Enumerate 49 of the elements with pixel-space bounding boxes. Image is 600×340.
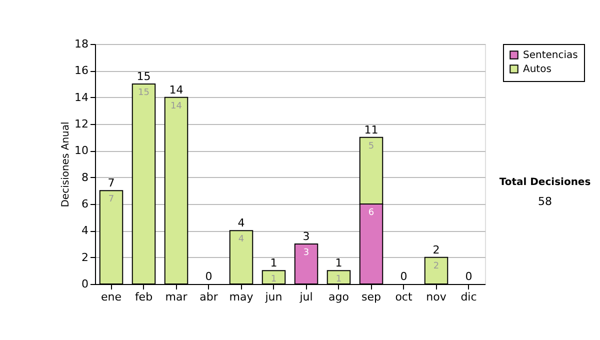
data-label: 4 xyxy=(238,234,244,245)
y-tick-label: 12 xyxy=(74,118,88,130)
total-label: 15 xyxy=(136,70,151,83)
y-tick-label: 2 xyxy=(82,250,88,264)
text: 58 xyxy=(538,195,552,208)
y-tick-label: 14 xyxy=(74,90,88,104)
x-tick-label: nov xyxy=(426,290,447,304)
x-tick-label: dic xyxy=(460,290,477,304)
data-label: 2 xyxy=(433,261,440,272)
text: Total Decisiones xyxy=(499,177,591,188)
data-label: 3 xyxy=(303,248,310,258)
total-label: 1 xyxy=(270,256,278,270)
total-label: 0 xyxy=(205,270,212,283)
x-tick-label: jul xyxy=(298,290,313,304)
x-tick-label: jun xyxy=(264,290,282,304)
legend-label: Sentencias xyxy=(523,50,578,61)
total-label: 0 xyxy=(465,270,472,283)
y-tick-label: 0 xyxy=(82,278,88,290)
x-tick-label: ago xyxy=(328,290,350,304)
data-label: 6 xyxy=(368,208,374,218)
data-label: 15 xyxy=(138,88,150,98)
total-label: 0 xyxy=(400,270,408,283)
data-label: 14 xyxy=(170,101,182,112)
x-tick-label: feb xyxy=(134,290,153,304)
y-axis-title: Decisiones Anual xyxy=(60,122,72,208)
x-tick-label: may xyxy=(229,290,254,304)
legend-label: Autos xyxy=(523,64,552,75)
x-tick-label: mar xyxy=(165,290,188,304)
y-tick-label: 18 xyxy=(74,38,88,50)
data-label: 1 xyxy=(336,274,342,285)
data-label: 7 xyxy=(108,194,114,205)
total-label: 2 xyxy=(432,243,440,256)
data-label: 1 xyxy=(270,274,277,285)
y-tick-label: 4 xyxy=(82,224,88,238)
total-label: 11 xyxy=(364,123,378,136)
y-tick-label: 10 xyxy=(74,144,88,158)
total-label: 1 xyxy=(335,256,342,270)
total-label: 7 xyxy=(108,176,115,190)
x-tick-label: abr xyxy=(200,290,218,304)
total-label: 14 xyxy=(169,83,184,96)
total-label: 3 xyxy=(302,230,310,243)
x-tick-label: sep xyxy=(362,290,382,304)
x-tick-label: ene xyxy=(100,290,122,304)
x-tick-label: oct xyxy=(395,290,413,304)
total-label: 4 xyxy=(238,216,245,230)
y-tick-label: 6 xyxy=(82,198,88,210)
y-tick-label: 16 xyxy=(74,64,88,78)
data-label: 5 xyxy=(368,141,374,152)
y-tick-label: 8 xyxy=(82,170,88,184)
